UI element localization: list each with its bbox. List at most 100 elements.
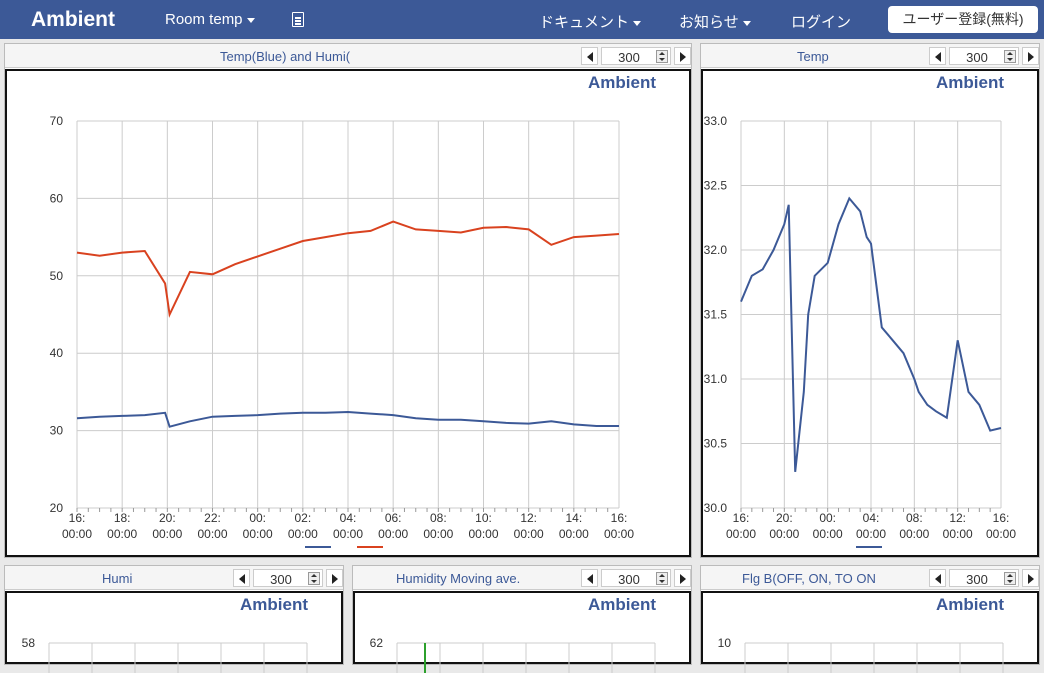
spinner-icon[interactable] [1004,572,1016,585]
series-line [76,220,620,318]
spinner-icon[interactable] [1004,50,1016,63]
chart-area: Ambient 62 [353,591,691,673]
ambient-watermark: Ambient [240,595,308,614]
x-tick-label: 00:00 [197,527,227,541]
y-tick-label: 32.5 [704,179,728,193]
x-tick-label: 20: [776,511,793,525]
x-tick-label: 12: [949,511,966,525]
chevron-down-icon [742,20,751,26]
x-tick-label: 00:00 [378,527,408,541]
prev-page-button[interactable] [929,47,946,65]
ambient-watermark: Ambient [936,595,1004,614]
x-tick-label: 00:00 [899,527,929,541]
spinner-icon[interactable] [656,50,668,63]
y-tick-label: 31.0 [704,372,728,386]
y-tick-label: 20 [50,501,64,515]
x-tick-label: 16: [733,511,750,525]
x-tick-label: 00:00 [152,527,182,541]
signup-button[interactable]: ユーザー登録(無料) [888,6,1038,33]
next-page-button[interactable] [326,569,343,587]
panel-header: Flg B(OFF, ON, TO ON 300 [701,566,1039,590]
y-tick-label: 40 [50,346,64,360]
chart-area: Ambient 58 [5,591,343,673]
x-tick-label: 14: [565,511,582,525]
range-control: 300 [929,47,1039,67]
next-page-button[interactable] [1022,47,1039,65]
spinner-icon[interactable] [308,572,320,585]
chart-svg: 70 60 50 40 30 20 16: 00:00 18: 00:00 20: 00:00 22: 0… [50,114,634,548]
y-tick-label: 32.0 [704,243,728,257]
y-tick-label: 30 [50,424,64,438]
y-tick-label: 33.0 [704,114,728,128]
prev-page-button[interactable] [929,569,946,587]
y-tick-label: 60 [50,191,64,205]
chart-panel-temp: Temp 300 Ambient 33.0 32.5 32.0 31.5 31.0 30.… [700,43,1040,558]
x-tick-label: 00:00 [943,527,973,541]
channel-label: Room temp [165,11,243,28]
ambient-watermark: Ambient [936,73,1004,92]
y-tick-label: 70 [50,114,64,128]
x-tick-label: 04: [863,511,880,525]
chart-svg: 62 [370,636,656,673]
x-tick-label: 20: [159,511,176,525]
y-tick-label: 62 [370,636,384,650]
next-page-button[interactable] [674,569,691,587]
panel-header: Temp 300 [701,44,1039,68]
x-tick-label: 00: [249,511,266,525]
count-input[interactable]: 300 [253,569,323,587]
x-tick-label: 00:00 [62,527,92,541]
spinner-icon[interactable] [656,572,668,585]
x-tick-label: 00:00 [986,527,1016,541]
x-tick-label: 00:00 [514,527,544,541]
x-tick-label: 08: [906,511,923,525]
prev-page-button[interactable] [233,569,250,587]
next-page-button[interactable] [674,47,691,65]
chart-panel-humi: Humi 300 Ambient 58 [4,565,344,673]
panel-title: Temp [797,49,829,64]
chart-svg: 10 [718,636,1004,673]
next-page-button[interactable] [1022,569,1039,587]
x-tick-label: 00:00 [288,527,318,541]
range-control: 300 [581,569,691,589]
y-tick-label: 30.0 [704,501,728,515]
y-tick-label: 31.5 [704,308,728,322]
channel-dropdown[interactable]: Room temp [165,11,255,28]
login-link[interactable]: ログイン [791,14,852,31]
chart-svg: 33.0 32.5 32.0 31.5 31.0 30.5 30.0 16: 00:00 20: 0… [704,114,1016,548]
navbar: Ambient Room temp ドキュメント お知らせ ログイン ユーザー登… [0,0,1044,39]
x-tick-label: 06: [385,511,402,525]
panel-header: Humidity Moving ave. 300 [353,566,691,590]
count-input[interactable]: 300 [601,569,671,587]
x-tick-label: 10: [475,511,492,525]
chart-area: Ambient 70 60 50 40 30 20 16: 00:00 18: 00:00 20: 0… [5,69,691,557]
range-control: 300 [929,569,1039,589]
chart-area: Ambient 10 [701,591,1039,673]
document-icon[interactable] [292,12,304,27]
x-tick-label: 18: [114,511,131,525]
count-input[interactable]: 300 [601,47,671,65]
x-tick-label: 16: [611,511,628,525]
news-dropdown[interactable]: お知らせ [679,11,751,32]
chart-area: Ambient 33.0 32.5 32.0 31.5 31.0 30.5 30.0 16: 0… [701,69,1039,557]
x-tick-label: 08: [430,511,447,525]
chart-panel-humidity-moving-ave: Humidity Moving ave. 300 Ambient 62 [352,565,692,673]
prev-page-button[interactable] [581,47,598,65]
panel-title: Humidity Moving ave. [396,571,521,586]
x-tick-label: 02: [294,511,311,525]
panel-title: Temp(Blue) and Humi( [220,49,351,64]
count-input[interactable]: 300 [949,569,1019,587]
x-tick-label: 00:00 [604,527,634,541]
x-tick-label: 12: [520,511,537,525]
x-tick-label: 00:00 [107,527,137,541]
brand-logo[interactable]: Ambient [31,8,115,31]
range-control: 300 [581,47,691,67]
ambient-watermark: Ambient [588,73,656,92]
prev-page-button[interactable] [581,569,598,587]
x-tick-label: 00:00 [726,527,756,541]
panel-header: Humi 300 [5,566,343,590]
x-tick-label: 00:00 [333,527,363,541]
count-input[interactable]: 300 [949,47,1019,65]
docs-dropdown[interactable]: ドキュメント [539,11,642,32]
series-line [76,410,619,428]
y-tick-label: 10 [718,636,732,650]
